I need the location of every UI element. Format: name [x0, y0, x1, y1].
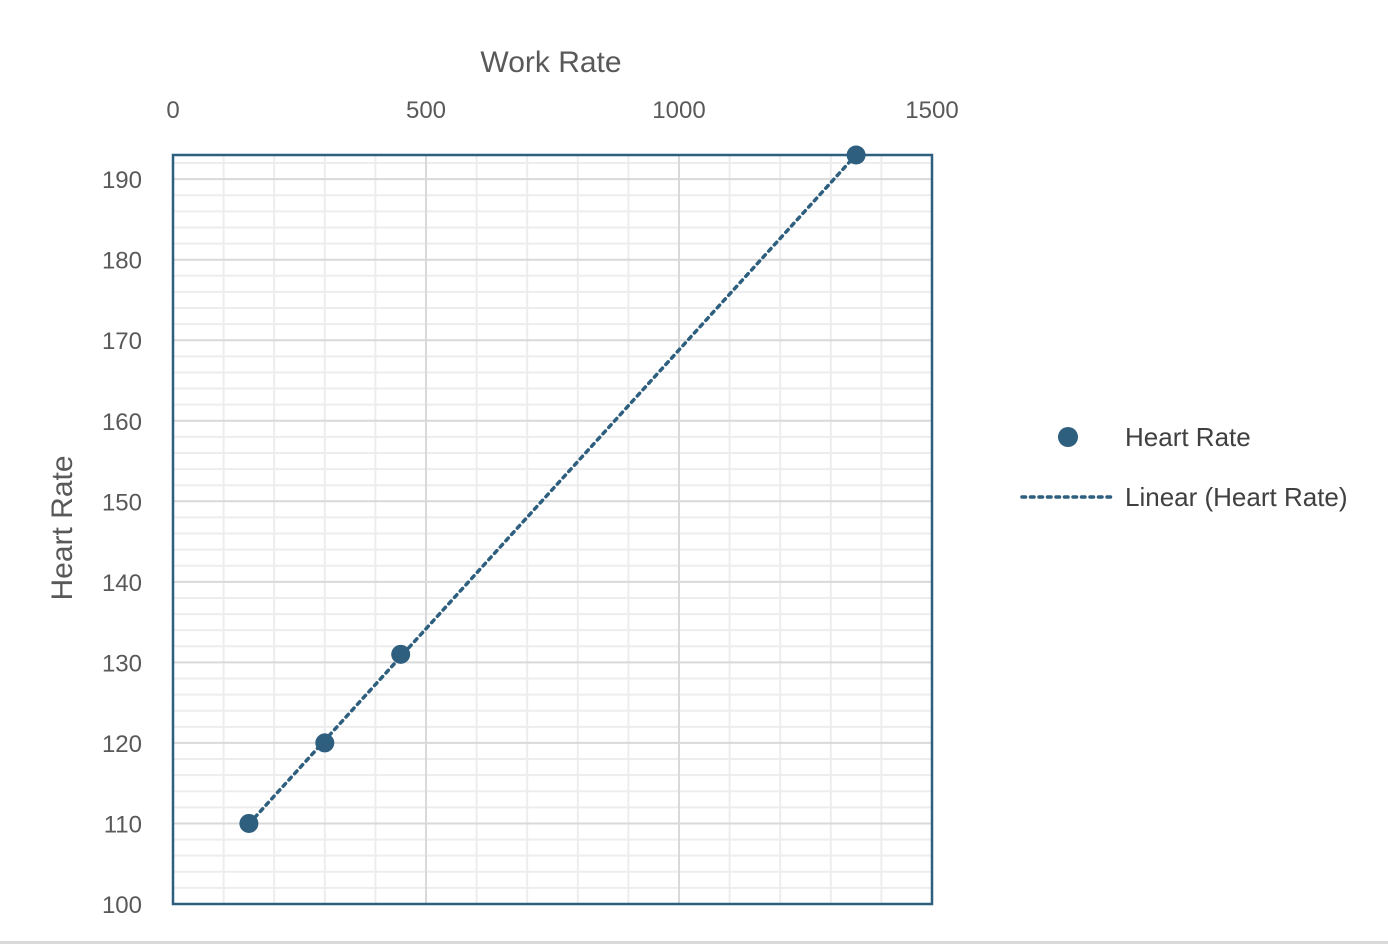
- x-tick-label: 500: [406, 97, 446, 124]
- y-tick-label: 110: [104, 811, 142, 838]
- trendline: [247, 152, 858, 826]
- trendline-linear-heart-rate: [247, 152, 858, 826]
- x-axis-title: Work Rate: [480, 46, 621, 79]
- y-tick-label: 150: [102, 489, 142, 516]
- y-tick-label: 100: [102, 892, 142, 919]
- bottom-divider: [0, 941, 1388, 944]
- data-point: [315, 733, 335, 753]
- data-point: [391, 644, 411, 664]
- y-tick-label: 140: [102, 570, 142, 597]
- y-tick-label: 120: [102, 731, 142, 758]
- y-tick-label: 190: [102, 167, 142, 194]
- y-tick-label: 130: [102, 650, 142, 677]
- legend-marker-heart-rate: [1058, 427, 1078, 447]
- x-tick-label: 1500: [905, 97, 958, 124]
- legend-label-heart-rate: Heart Rate: [1125, 422, 1251, 452]
- y-tick-label: 170: [102, 328, 142, 355]
- data-points: [239, 145, 866, 833]
- y-tick-label: 160: [102, 409, 142, 436]
- minor-gridlines: [173, 155, 932, 904]
- x-tick-label: 1000: [652, 97, 705, 124]
- legend-label-linear-trend: Linear (Heart Rate): [1125, 482, 1348, 512]
- y-tick-label: 180: [102, 248, 142, 275]
- x-tick-label: 0: [166, 97, 179, 124]
- plot-area-border: [171, 153, 934, 906]
- y-axis-ticks: 100 110 120 130 140 150 160 170 180 190: [102, 167, 142, 919]
- data-point: [239, 813, 259, 833]
- x-axis-ticks: 0 500 1000 1500: [166, 97, 958, 124]
- data-point: [846, 145, 866, 165]
- y-axis-title: Heart Rate: [46, 455, 79, 600]
- legend: Heart Rate Linear (Heart Rate): [1020, 422, 1348, 512]
